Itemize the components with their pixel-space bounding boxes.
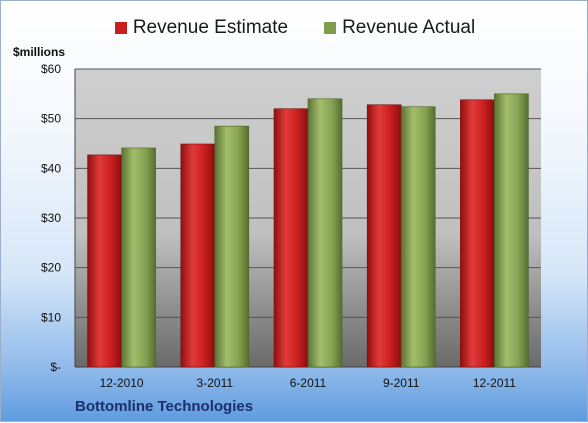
legend-label-estimate: Revenue Estimate (132, 17, 289, 38)
y-tick-label: $- (50, 360, 61, 374)
bar-estimate (87, 154, 122, 368)
bar-estimate (180, 143, 216, 368)
bar-actual (494, 93, 529, 368)
legend-swatch-estimate (114, 22, 127, 34)
bar-actual (121, 147, 156, 368)
y-tick-label: $60 (41, 62, 61, 76)
bar-estimate (460, 99, 495, 368)
bar-actual (214, 125, 250, 368)
y-tick-label: $30 (41, 211, 61, 225)
legend-swatch-actual (324, 22, 337, 34)
y-axis-unit-label: $millions (13, 45, 66, 59)
bar-estimate (273, 108, 309, 368)
legend-label-actual: Revenue Actual (342, 17, 476, 38)
chart-legend: Revenue Estimate Revenue Actual (1, 17, 588, 39)
bar-actual (400, 106, 436, 368)
legend-item-estimate: Revenue Estimate (114, 17, 289, 39)
company-name: Bottomline Technologies (75, 398, 254, 415)
bar-actual (307, 98, 343, 368)
legend-item-actual: Revenue Actual (324, 17, 475, 39)
y-tick-label: $40 (41, 161, 61, 175)
bar-estimate (366, 104, 402, 368)
x-tick-label: 12-2011 (473, 376, 516, 390)
x-tick-label: 6-2011 (290, 376, 327, 390)
y-tick-label: $50 (41, 112, 61, 126)
y-tick-label: $10 (41, 310, 61, 324)
y-tick-label: $20 (41, 261, 61, 275)
x-tick-label: 12-2010 (100, 376, 144, 390)
x-tick-label: 9-2011 (383, 376, 420, 390)
x-tick-label: 3-2011 (197, 376, 234, 390)
